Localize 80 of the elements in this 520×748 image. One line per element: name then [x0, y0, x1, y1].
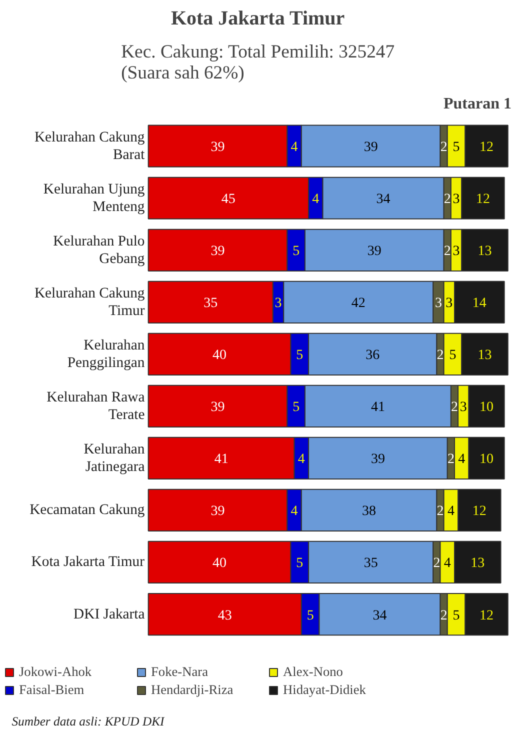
data-label: 13 — [478, 244, 492, 260]
data-label: 2 — [440, 140, 448, 156]
data-label: 13 — [470, 556, 485, 572]
data-label: 38 — [362, 504, 376, 520]
data-label: 2 — [451, 400, 458, 416]
data-label: 4 — [290, 140, 298, 156]
data-label: 4 — [298, 452, 305, 468]
data-label: 4 — [444, 556, 451, 572]
y-tick-label: Kelurahan Ujung Menteng — [43, 181, 146, 215]
data-label: 35 — [364, 556, 378, 572]
y-tick-label: Kelurahan Cakung Timur — [34, 285, 146, 319]
y-tick-label: Kelurahan Jatinegara — [84, 441, 146, 476]
data-label: 3 — [460, 400, 467, 416]
y-tick-label: Kota Jakarta Timur — [31, 554, 145, 570]
data-label: 12 — [476, 192, 490, 208]
data-label: 34 — [372, 608, 387, 624]
data-label: 39 — [210, 504, 225, 520]
data-label: 4 — [312, 192, 320, 208]
data-label: 39 — [210, 140, 225, 156]
data-label: 2 — [444, 192, 451, 208]
y-tick-label: DKI Jakarta — [74, 606, 146, 622]
data-label: 5 — [296, 556, 304, 572]
y-tick-label: Kecamatan Cakung — [30, 502, 146, 518]
data-label: 2 — [444, 244, 451, 260]
data-label: 5 — [452, 608, 460, 624]
data-label: 42 — [351, 296, 366, 312]
y-tick-label: Kelurahan Cakung Barat — [34, 129, 146, 163]
legend-label: Faisal-Biem — [19, 682, 86, 698]
data-label: 2 — [440, 608, 448, 624]
data-label: 13 — [478, 348, 492, 364]
data-label: 4 — [290, 504, 298, 520]
data-label: 3 — [452, 192, 460, 208]
data-label: 12 — [472, 504, 486, 520]
data-label: 10 — [480, 452, 494, 468]
data-label: 39 — [367, 244, 382, 260]
data-label: 12 — [480, 140, 494, 156]
legend-label: Hendardji-Riza — [151, 682, 234, 698]
data-label: 5 — [292, 400, 300, 416]
data-label: 5 — [449, 348, 456, 364]
data-label: 43 — [218, 608, 232, 624]
data-label: 39 — [364, 140, 378, 156]
data-label: 45 — [221, 192, 236, 208]
data-label: 35 — [204, 296, 218, 312]
data-label: 2 — [436, 504, 444, 520]
data-label: 10 — [480, 400, 494, 416]
data-label: 3 — [452, 244, 460, 260]
data-label: 3 — [274, 296, 282, 312]
data-label: 34 — [376, 192, 390, 208]
data-label: 4 — [458, 452, 466, 468]
data-label: 2 — [433, 556, 440, 572]
data-label: 12 — [480, 608, 494, 624]
data-label: 39 — [210, 244, 225, 260]
data-label: 5 — [306, 608, 314, 624]
data-label: 40 — [212, 556, 227, 572]
text: Putaran 1 — [444, 96, 512, 112]
legend-label: Hidayat-Didiek — [283, 682, 367, 698]
chart-subtitle: Kec. Cakung: Total Pemilih: 325247 (Suara sah 62%) — [121, 42, 395, 84]
legend-label: Foke-Nara — [151, 664, 209, 680]
y-tick-label: Kelurahan Penggilingan — [67, 337, 146, 371]
data-label: 39 — [370, 452, 385, 468]
text: Sumber data asli: KPUD DKI — [12, 714, 166, 729]
legend-label: Alex-Nono — [283, 664, 344, 680]
y-tick-label: Kelurahan Pulo Gebang — [53, 233, 146, 267]
data-label: 4 — [447, 504, 454, 520]
data-label: 2 — [447, 452, 454, 468]
data-label: 41 — [214, 452, 228, 468]
data-label: 39 — [210, 400, 225, 416]
y-tick-label: Kelurahan Rawa Terate — [46, 389, 146, 423]
data-label: 41 — [370, 400, 385, 416]
data-label: 36 — [366, 348, 380, 364]
data-label: 5 — [296, 348, 304, 364]
data-label: 40 — [212, 348, 227, 364]
data-label: 14 — [472, 296, 486, 312]
chart-title: Kota Jakarta Timur — [170, 8, 345, 30]
legend-label: Jokowi-Ahok — [19, 664, 93, 680]
data-label: 5 — [292, 244, 300, 260]
data-label: 5 — [452, 140, 460, 156]
data-label: 3 — [434, 296, 442, 312]
data-label: 3 — [446, 296, 453, 312]
data-label: 2 — [436, 348, 444, 364]
